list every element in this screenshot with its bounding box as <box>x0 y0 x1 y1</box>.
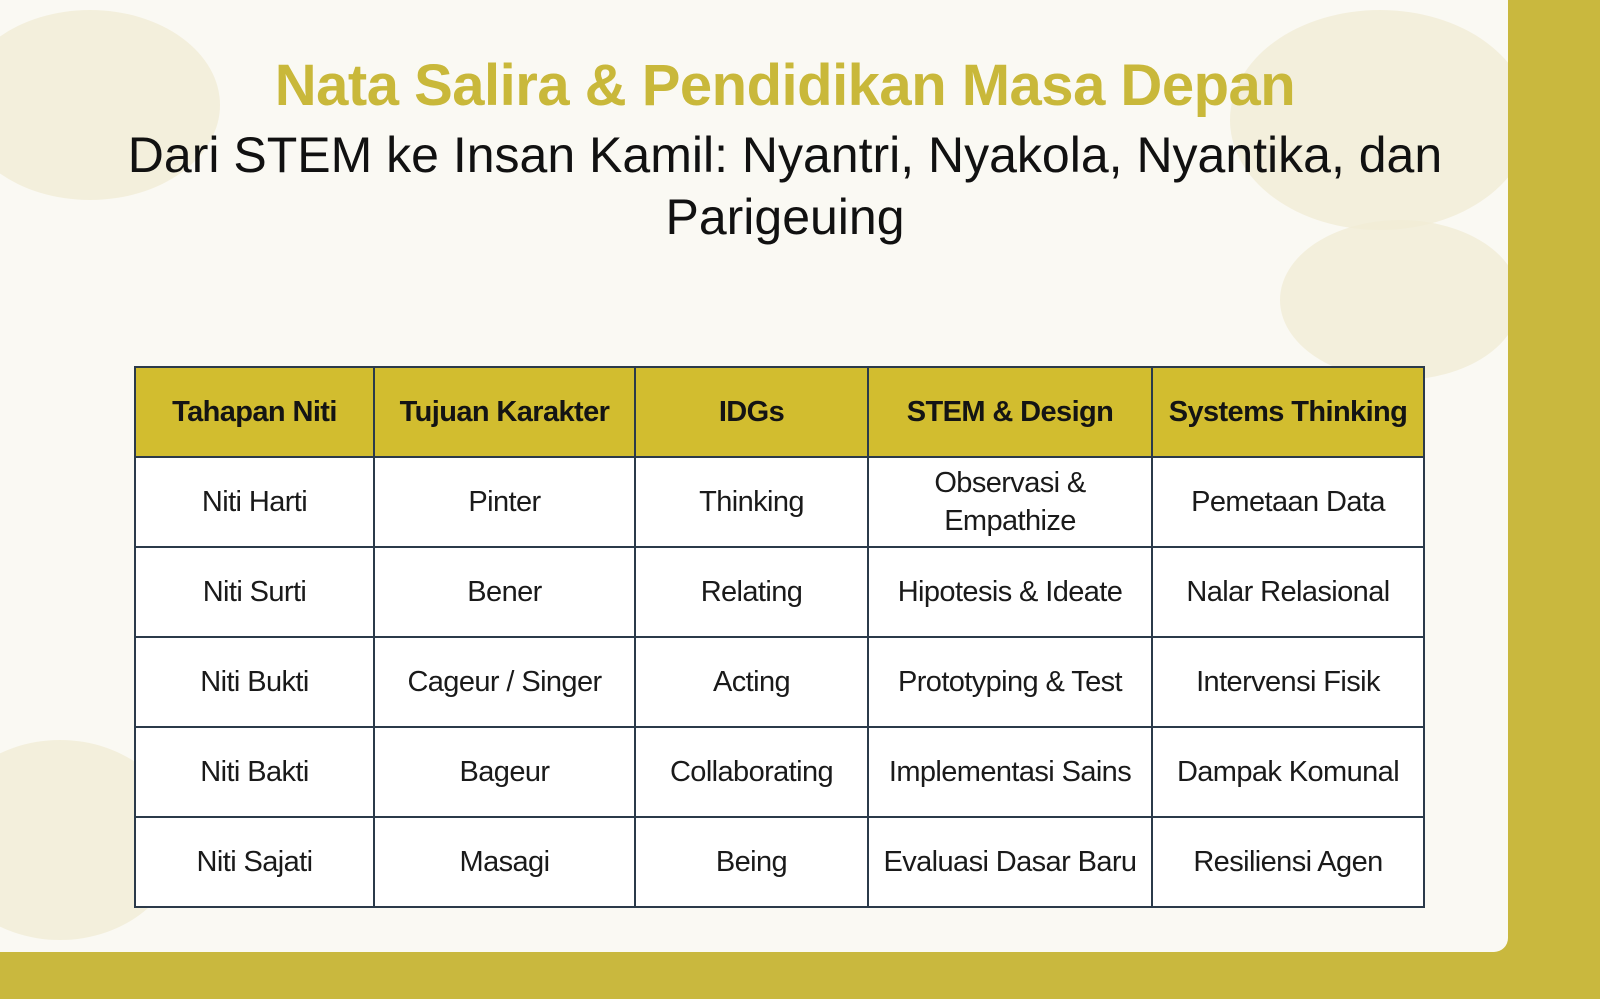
table-cell: Acting <box>634 636 869 728</box>
table-cell: Dampak Komunal <box>1151 726 1425 818</box>
table-cell: Implementasi Sains <box>867 726 1153 818</box>
cloud-ornament <box>1230 10 1508 230</box>
table-cell: Relating <box>634 546 869 638</box>
table-cell: Collaborating <box>634 726 869 818</box>
column-header: STEM & Design <box>867 366 1153 458</box>
table-cell: Niti Sajati <box>134 816 375 908</box>
table-cell: Nalar Relasional <box>1151 546 1425 638</box>
table-cell: Niti Bukti <box>134 636 375 728</box>
table-row: Niti Surti Bener Relating Hipotesis & Ideat… <box>134 546 1425 638</box>
table-cell: Intervensi Fisik <box>1151 636 1425 728</box>
niti-table: Tahapan Niti Tujuan Karakter IDGs STEM &… <box>134 366 1425 908</box>
table-cell: Resiliensi Agen <box>1151 816 1425 908</box>
page-subtitle: Dari STEM ke Insan Kamil: Nyantri, Nyako… <box>127 127 1443 245</box>
cloud-ornament <box>1280 220 1508 380</box>
table-cell: Pemetaan Data <box>1151 456 1425 548</box>
table-row: Niti Sajati Masagi Being Evaluasi Dasar Bar… <box>134 816 1425 908</box>
table-cell: Observasi & Empathize <box>867 456 1153 548</box>
column-header: Tahapan Niti <box>134 366 375 458</box>
page-title: Nata Salira & Pendidikan Masa Depan <box>274 53 1296 118</box>
table-cell: Niti Bakti <box>134 726 375 818</box>
column-header: IDGs <box>634 366 869 458</box>
table-row: Niti Bakti Bageur Collaborating Implementas… <box>134 726 1425 818</box>
table-cell: Cageur / Singer <box>373 636 636 728</box>
table-cell: Niti Surti <box>134 546 375 638</box>
table-header-row: Tahapan Niti Tujuan Karakter IDGs STEM &… <box>134 366 1425 458</box>
table-cell: Bener <box>373 546 636 638</box>
table-cell: Pinter <box>373 456 636 548</box>
column-header: Tujuan Karakter <box>373 366 636 458</box>
slide: Nata Salira & Pendidikan Masa Depan Dari… <box>0 0 1508 952</box>
table-cell: Hipotesis & Ideate <box>867 546 1153 638</box>
table-cell: Bageur <box>373 726 636 818</box>
table-cell: Thinking <box>634 456 869 548</box>
column-header: Systems Thinking <box>1151 366 1425 458</box>
table-cell: Evaluasi Dasar Baru <box>867 816 1153 908</box>
table-cell: Niti Harti <box>134 456 375 548</box>
table-cell: Being <box>634 816 869 908</box>
table-row: Niti Harti Pinter Thinking Observasi & Empa… <box>134 456 1425 548</box>
table-cell: Masagi <box>373 816 636 908</box>
table-row: Niti Bukti Cageur / Singer Acting Prototypi… <box>134 636 1425 728</box>
cloud-ornament <box>0 10 220 200</box>
table-cell: Prototyping & Test <box>867 636 1153 728</box>
